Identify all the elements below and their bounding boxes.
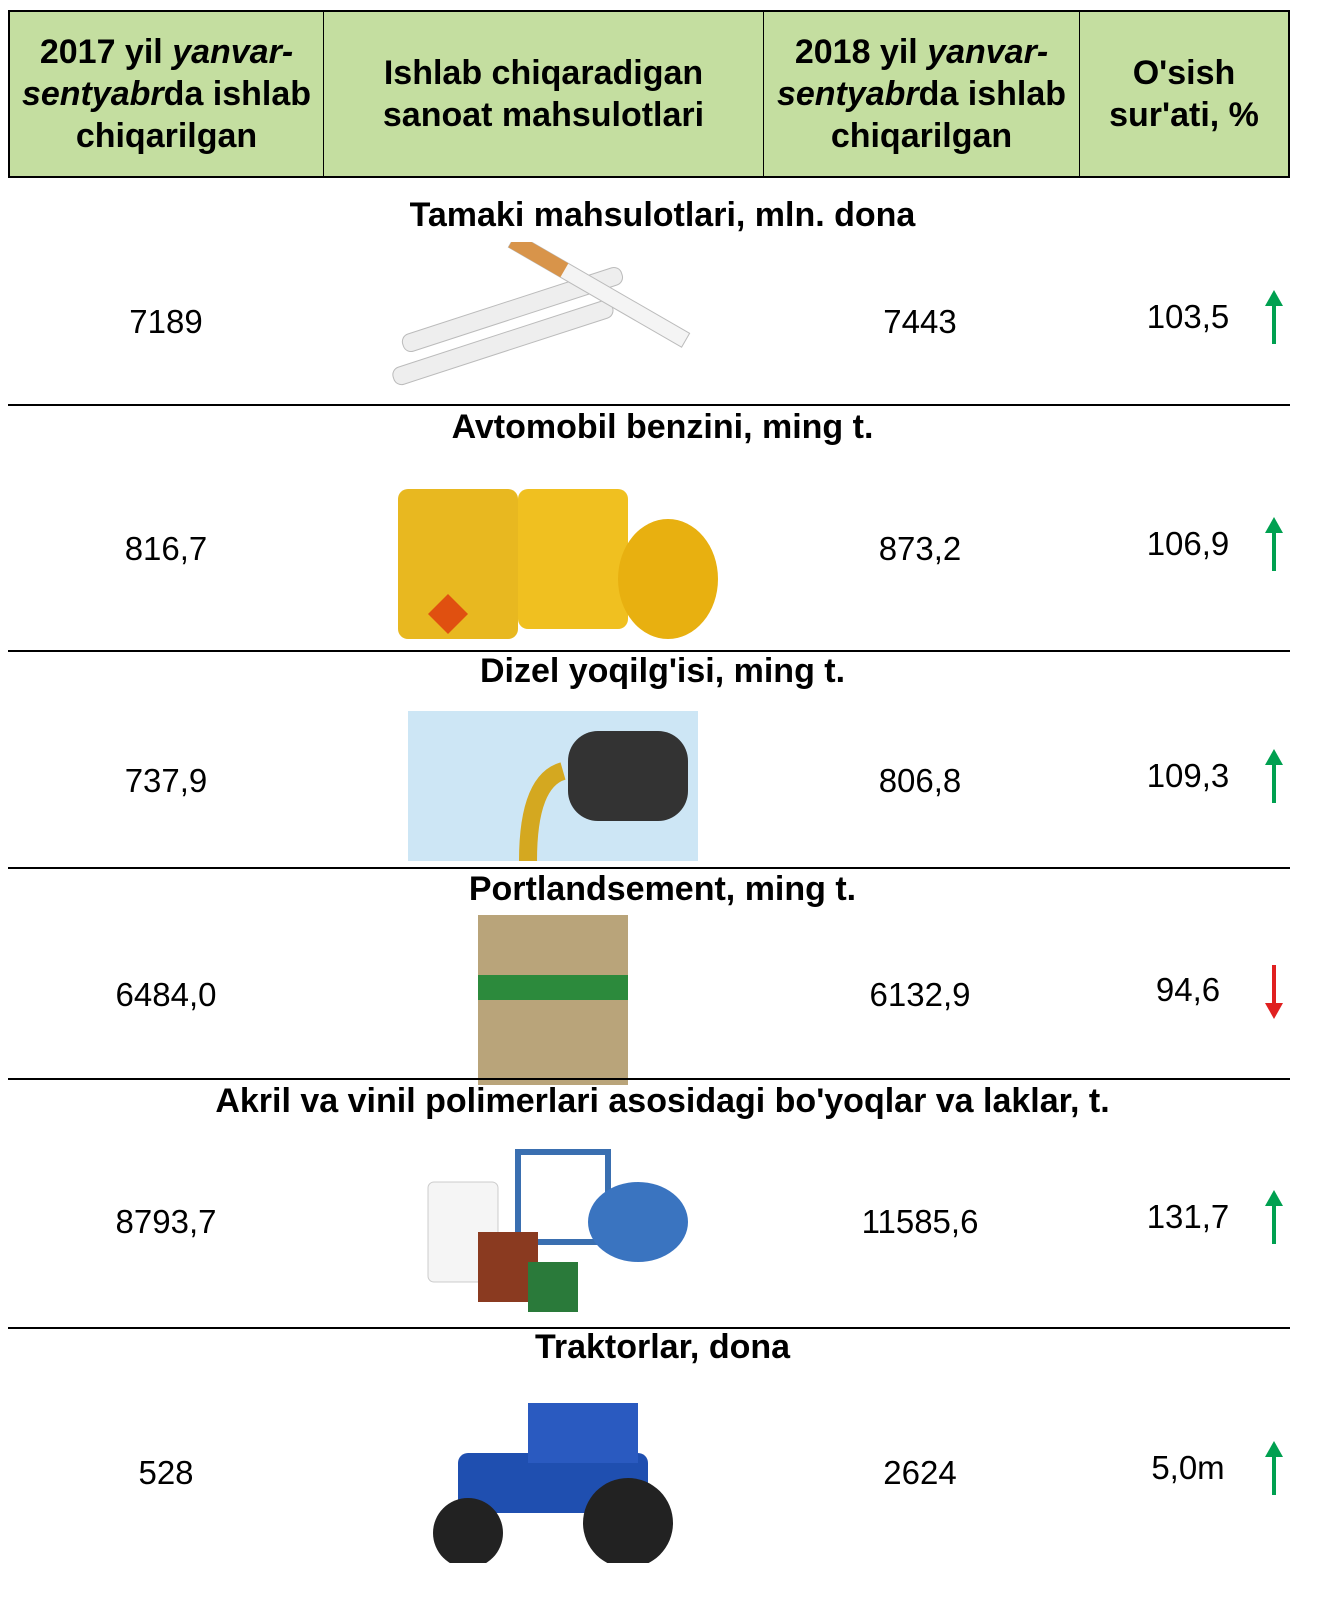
header-cell: 2017 yil yanvar-sentyabrda ishlab chiqar…	[10, 12, 324, 176]
section-title: Portlandsement, ming t.	[468, 870, 857, 908]
product-image	[408, 711, 698, 862]
cell-value: 131,7	[1146, 1198, 1230, 1235]
cell-value: 806,8	[878, 762, 962, 799]
header-cell: 2018 yil yanvar-sentyabrda ishlab chiqar…	[764, 12, 1080, 176]
section-title: Avtomobil benzini, ming t.	[451, 408, 874, 446]
table-header: 2017 yil yanvar-sentyabrda ishlab chiqar…	[8, 10, 1290, 178]
product-image	[392, 242, 691, 386]
cell-value: 873,2	[878, 530, 962, 567]
trend-arrow	[1265, 1190, 1283, 1244]
section-title: Traktorlar, dona	[534, 1328, 791, 1366]
trend-arrow	[1265, 749, 1283, 803]
header-cell: Ishlab chiqaradigan sanoat mahsulotlari	[324, 12, 764, 176]
product-image	[427, 1149, 688, 1312]
trend-arrow	[1265, 965, 1283, 1019]
row-separator	[8, 404, 1290, 406]
header-text-part: da ishlab chiqarilgan	[830, 75, 1067, 155]
cell-value: 7443	[883, 303, 957, 340]
header-text-part: da ishlab chiqarilgan	[75, 75, 312, 155]
cell-value: 109,3	[1146, 757, 1230, 794]
cell-value: 5,0m	[1151, 1449, 1225, 1486]
section-title: Akril va vinil polimerlari asosidagi bo'…	[215, 1082, 1110, 1120]
cell-value: 816,7	[124, 530, 208, 567]
header-text: O'sish sur'ati, %	[1086, 52, 1282, 136]
product-image	[478, 915, 628, 1085]
cell-value: 94,6	[1155, 971, 1221, 1008]
header-text-part: Ishlab chiqaradigan sanoat mahsulotlari	[382, 54, 705, 134]
product-image	[398, 489, 718, 639]
trend-arrow	[1265, 290, 1283, 344]
cell-value: 11585,6	[861, 1203, 979, 1240]
section-title: Dizel yoqilg'isi, ming t.	[479, 652, 846, 690]
header-text-part: yanvar-sentyabr	[21, 33, 294, 113]
section-title: Tamaki mahsulotlari, mln. dona	[409, 196, 916, 234]
cell-value: 103,5	[1146, 298, 1230, 335]
header-text: 2017 yil yanvar-sentyabrda ishlab chiqar…	[16, 31, 317, 157]
cell-value: 8793,7	[115, 1203, 217, 1240]
product-image	[433, 1403, 673, 1563]
cell-value: 106,9	[1146, 525, 1230, 562]
header-cell: O'sish sur'ati, %	[1080, 12, 1288, 176]
cell-value: 2624	[883, 1454, 957, 1491]
cell-value: 528	[138, 1454, 194, 1491]
header-text-part: 2018 yil	[794, 33, 928, 71]
header-text-part: yanvar-sentyabr	[776, 33, 1049, 113]
trend-arrow	[1265, 517, 1283, 571]
row-separator	[8, 1327, 1290, 1329]
cell-value: 6132,9	[869, 976, 971, 1013]
cell-value: 737,9	[124, 762, 208, 799]
header-text-part: 2017 yil	[39, 33, 173, 71]
header-text-part: O'sish sur'ati, %	[1109, 54, 1259, 134]
row-separator	[8, 867, 1290, 869]
trend-arrow	[1265, 1441, 1283, 1495]
row-separator	[8, 650, 1290, 652]
cell-value: 7189	[129, 303, 203, 340]
row-separator	[8, 1078, 1290, 1080]
header-text: 2018 yil yanvar-sentyabrda ishlab chiqar…	[770, 31, 1073, 157]
header-text: Ishlab chiqaradigan sanoat mahsulotlari	[330, 52, 757, 136]
cell-value: 6484,0	[115, 976, 217, 1013]
